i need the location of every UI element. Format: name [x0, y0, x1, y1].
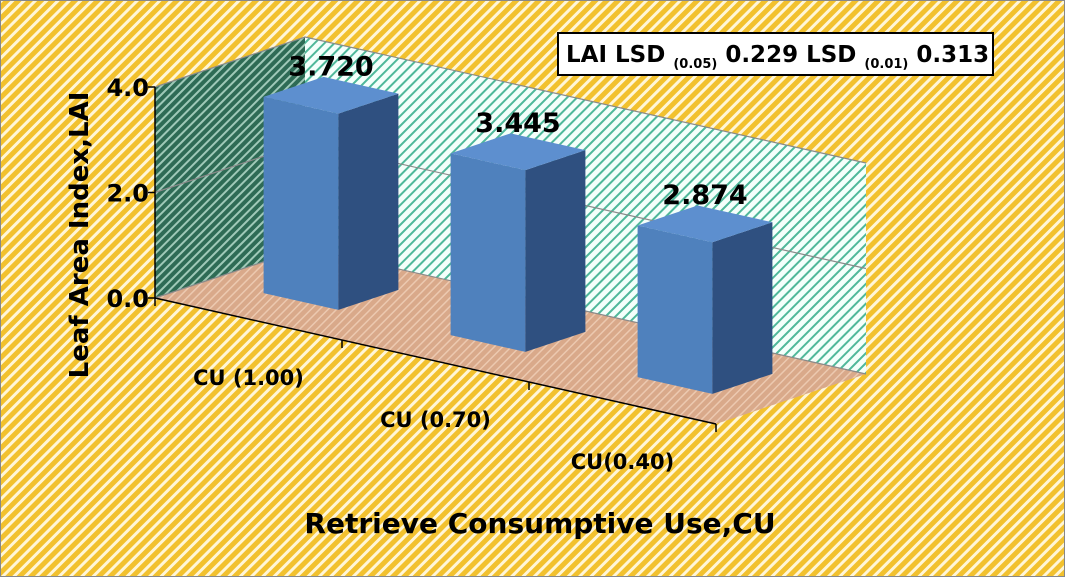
y-tick-label: 4.0: [106, 74, 149, 102]
annotation-sub: (0.01): [864, 57, 908, 72]
bar-top: [637, 205, 773, 243]
bar-side: [338, 93, 399, 310]
x-tick-label: CU(0.40): [571, 450, 674, 474]
x-axis: [154, 297, 717, 425]
annotation-part: 0.229 LSD: [717, 42, 864, 68]
annotation-part: 0.313: [908, 42, 989, 68]
y-axis-title: Leaf Area Index,LAI: [65, 92, 95, 379]
x-axis-title: Retrieve Consumptive Use,CU: [304, 507, 775, 540]
grid-line: [154, 36, 867, 164]
plot: 0.0 2.0 4.0 CU (1.00) 3.720 CU (0.70) 3.445 CU(…: [106, 36, 867, 474]
y-tick-label: 2.0: [106, 180, 149, 208]
bar-front: [263, 96, 339, 310]
bar-front: [450, 153, 526, 352]
bar-top: [450, 133, 586, 171]
annotation-box: [557, 32, 994, 76]
annotation: LAI LSD (0.05) 0.229 LSD (0.01) 0.313: [566, 42, 989, 72]
x-tick-label: CU (0.70): [380, 408, 491, 432]
bar-top: [263, 76, 399, 114]
value-label: 3.720: [288, 51, 373, 82]
bar-side: [525, 150, 586, 352]
annotation-sub: (0.05): [673, 57, 717, 72]
x-tick-label: CU (1.00): [193, 366, 304, 390]
bar-side: [712, 222, 773, 394]
y-tick-label: 0.0: [106, 285, 149, 313]
value-label: 2.874: [662, 180, 747, 211]
annotation-part: LAI LSD: [566, 42, 673, 68]
value-label: 3.445: [475, 108, 560, 139]
bar-front: [637, 225, 713, 394]
